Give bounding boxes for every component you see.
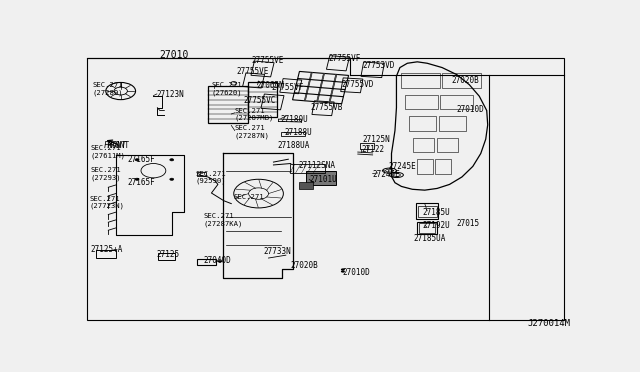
- Text: 27733N: 27733N: [264, 247, 291, 256]
- Bar: [197, 172, 206, 176]
- Text: 27245E: 27245E: [372, 170, 401, 179]
- Text: 27165F: 27165F: [127, 155, 155, 164]
- Text: 27165F: 27165F: [127, 178, 155, 187]
- Bar: [300, 182, 313, 189]
- Text: SEC.271
(27723N): SEC.271 (27723N): [90, 196, 125, 209]
- Circle shape: [135, 158, 139, 161]
- Text: FRONT: FRONT: [104, 141, 127, 150]
- Text: 27065M: 27065M: [256, 81, 284, 90]
- Bar: [158, 253, 175, 260]
- Circle shape: [170, 158, 173, 161]
- Text: 27125+A: 27125+A: [91, 245, 124, 254]
- Bar: [251, 61, 274, 77]
- Bar: [418, 206, 436, 217]
- Bar: [401, 73, 440, 87]
- Bar: [292, 71, 349, 104]
- Text: 27755VF: 27755VF: [271, 83, 303, 92]
- Bar: [416, 203, 438, 219]
- Text: 27245E: 27245E: [388, 162, 416, 171]
- Text: 27185UA: 27185UA: [413, 234, 445, 243]
- Text: 27755VE: 27755VE: [251, 56, 284, 65]
- Bar: [282, 132, 305, 136]
- Bar: [419, 223, 435, 232]
- Text: 27188U: 27188U: [284, 128, 312, 137]
- Text: 27020B: 27020B: [291, 261, 319, 270]
- Bar: [435, 159, 451, 173]
- Text: SEC.271
(27287KA): SEC.271 (27287KA): [203, 213, 243, 227]
- Text: 27010D: 27010D: [343, 268, 371, 277]
- Text: 27112SNA: 27112SNA: [298, 161, 335, 170]
- Bar: [442, 73, 481, 87]
- Circle shape: [135, 178, 139, 180]
- Bar: [305, 73, 312, 101]
- Bar: [409, 116, 436, 131]
- Bar: [417, 159, 433, 173]
- Bar: [413, 138, 435, 152]
- Circle shape: [218, 260, 222, 263]
- Text: 27020B: 27020B: [451, 76, 479, 85]
- Bar: [306, 171, 337, 185]
- Bar: [298, 78, 347, 83]
- Bar: [405, 95, 438, 109]
- Text: 27125: 27125: [157, 250, 180, 259]
- Text: 27755VF: 27755VF: [328, 54, 360, 63]
- Text: 27015: 27015: [456, 219, 479, 228]
- Bar: [326, 56, 349, 71]
- Text: 27192U: 27192U: [422, 221, 450, 230]
- Bar: [340, 78, 363, 93]
- Text: 27040D: 27040D: [203, 256, 231, 265]
- Text: 27755VE: 27755VE: [236, 67, 269, 76]
- Bar: [360, 144, 374, 149]
- Circle shape: [170, 178, 173, 180]
- Bar: [329, 74, 337, 103]
- Bar: [361, 62, 384, 78]
- Bar: [438, 116, 466, 131]
- Circle shape: [341, 270, 345, 273]
- Bar: [317, 73, 324, 102]
- Bar: [280, 78, 302, 94]
- Circle shape: [341, 268, 345, 271]
- Bar: [312, 101, 334, 116]
- Text: SEC.271
(27611M): SEC.271 (27611M): [91, 145, 126, 159]
- Text: 27180U: 27180U: [281, 115, 308, 124]
- Bar: [290, 164, 324, 173]
- Bar: [261, 94, 284, 110]
- Text: 27010: 27010: [159, 50, 189, 60]
- Bar: [316, 73, 325, 102]
- Bar: [196, 259, 216, 266]
- Text: SEC.271
(27287MB): SEC.271 (27287MB): [235, 108, 274, 121]
- Bar: [248, 83, 277, 117]
- Text: 27755VC: 27755VC: [244, 96, 276, 105]
- Text: 27755VD: 27755VD: [342, 80, 374, 89]
- Text: J270014M: J270014M: [527, 320, 570, 328]
- Text: 27755VB: 27755VB: [310, 103, 343, 112]
- Bar: [208, 86, 248, 124]
- Text: 27101U: 27101U: [309, 175, 337, 185]
- Bar: [437, 138, 458, 152]
- Text: SEC.271: SEC.271: [234, 194, 264, 200]
- Bar: [296, 85, 345, 90]
- Text: 27125N: 27125N: [363, 135, 390, 144]
- Bar: [440, 95, 473, 109]
- Text: SEC.271
(27287N): SEC.271 (27287N): [235, 125, 269, 139]
- Bar: [417, 221, 437, 234]
- Text: FRONT: FRONT: [106, 141, 129, 150]
- Text: 27123N: 27123N: [157, 90, 184, 99]
- Text: 27188UA: 27188UA: [277, 141, 310, 150]
- Bar: [304, 72, 313, 101]
- Text: SEC.271
(92590): SEC.271 (92590): [195, 171, 226, 185]
- Text: 27185U: 27185U: [422, 208, 450, 217]
- Text: 27010D: 27010D: [456, 105, 484, 113]
- Bar: [328, 74, 337, 103]
- Text: SEC.271
(27289): SEC.271 (27289): [92, 83, 123, 96]
- Text: 27122: 27122: [361, 145, 385, 154]
- Text: 27753VD: 27753VD: [363, 61, 395, 70]
- Text: SEC.271
(27293): SEC.271 (27293): [91, 167, 122, 181]
- Text: SEC.271
(27620): SEC.271 (27620): [211, 83, 242, 96]
- Bar: [294, 92, 344, 97]
- Bar: [243, 73, 264, 88]
- Bar: [96, 250, 116, 258]
